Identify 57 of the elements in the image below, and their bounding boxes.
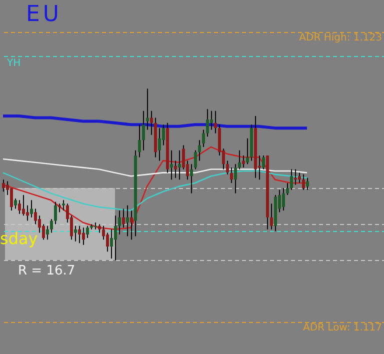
candlestick xyxy=(286,182,289,196)
candlestick xyxy=(242,155,245,168)
candlestick xyxy=(270,203,273,230)
candlestick xyxy=(110,228,113,260)
candlestick xyxy=(190,164,193,194)
candlestick xyxy=(210,110,213,130)
ref-line-label: YH xyxy=(6,58,21,70)
candlestick xyxy=(78,225,81,244)
candlestick xyxy=(174,160,177,178)
annotation: sday xyxy=(0,229,38,248)
candlestick xyxy=(126,204,129,237)
text: ADR High: 1.123 xyxy=(299,32,382,44)
candlestick xyxy=(234,164,237,194)
candlestick xyxy=(138,124,141,158)
candlestick xyxy=(158,128,161,162)
candlestick xyxy=(2,179,5,192)
candlestick xyxy=(122,208,125,228)
candlestick xyxy=(246,138,249,165)
candlestick xyxy=(46,225,49,240)
candlestick xyxy=(230,167,233,184)
candlestick xyxy=(106,232,109,252)
candlestick xyxy=(170,150,173,180)
candlestick xyxy=(82,227,85,246)
candlestick xyxy=(118,210,121,236)
candlestick xyxy=(114,215,117,261)
candlestick xyxy=(22,194,25,216)
candlestick xyxy=(130,210,133,240)
candlestick xyxy=(238,150,241,170)
candlestick xyxy=(178,150,181,180)
candlestick xyxy=(50,218,53,234)
candlestick xyxy=(302,174,305,190)
candlestick xyxy=(194,150,197,170)
candlestick xyxy=(34,208,37,225)
candlestick xyxy=(54,201,57,225)
candlestick xyxy=(150,110,153,136)
candlestick xyxy=(74,225,77,242)
candlestick xyxy=(14,198,17,210)
candlestick xyxy=(86,225,89,238)
candlestick xyxy=(306,177,309,190)
text: R = 16.7 xyxy=(18,263,76,278)
candlestick xyxy=(26,204,29,222)
candlestick xyxy=(214,110,217,134)
candlestick xyxy=(30,200,33,218)
chart-title: EU xyxy=(26,2,62,27)
candlestick xyxy=(290,168,293,190)
candlestick xyxy=(18,200,21,214)
candlestick xyxy=(10,188,13,211)
candlestick xyxy=(282,188,285,211)
text: ADR Low: 1.117 xyxy=(303,322,382,334)
candlestick xyxy=(202,129,205,148)
candlestick xyxy=(62,200,65,211)
candlestick xyxy=(198,140,201,162)
candlestick xyxy=(298,172,301,184)
candlestick xyxy=(226,160,229,175)
candlestick xyxy=(142,110,145,151)
candlestick xyxy=(262,155,265,170)
candlestick xyxy=(206,108,209,138)
